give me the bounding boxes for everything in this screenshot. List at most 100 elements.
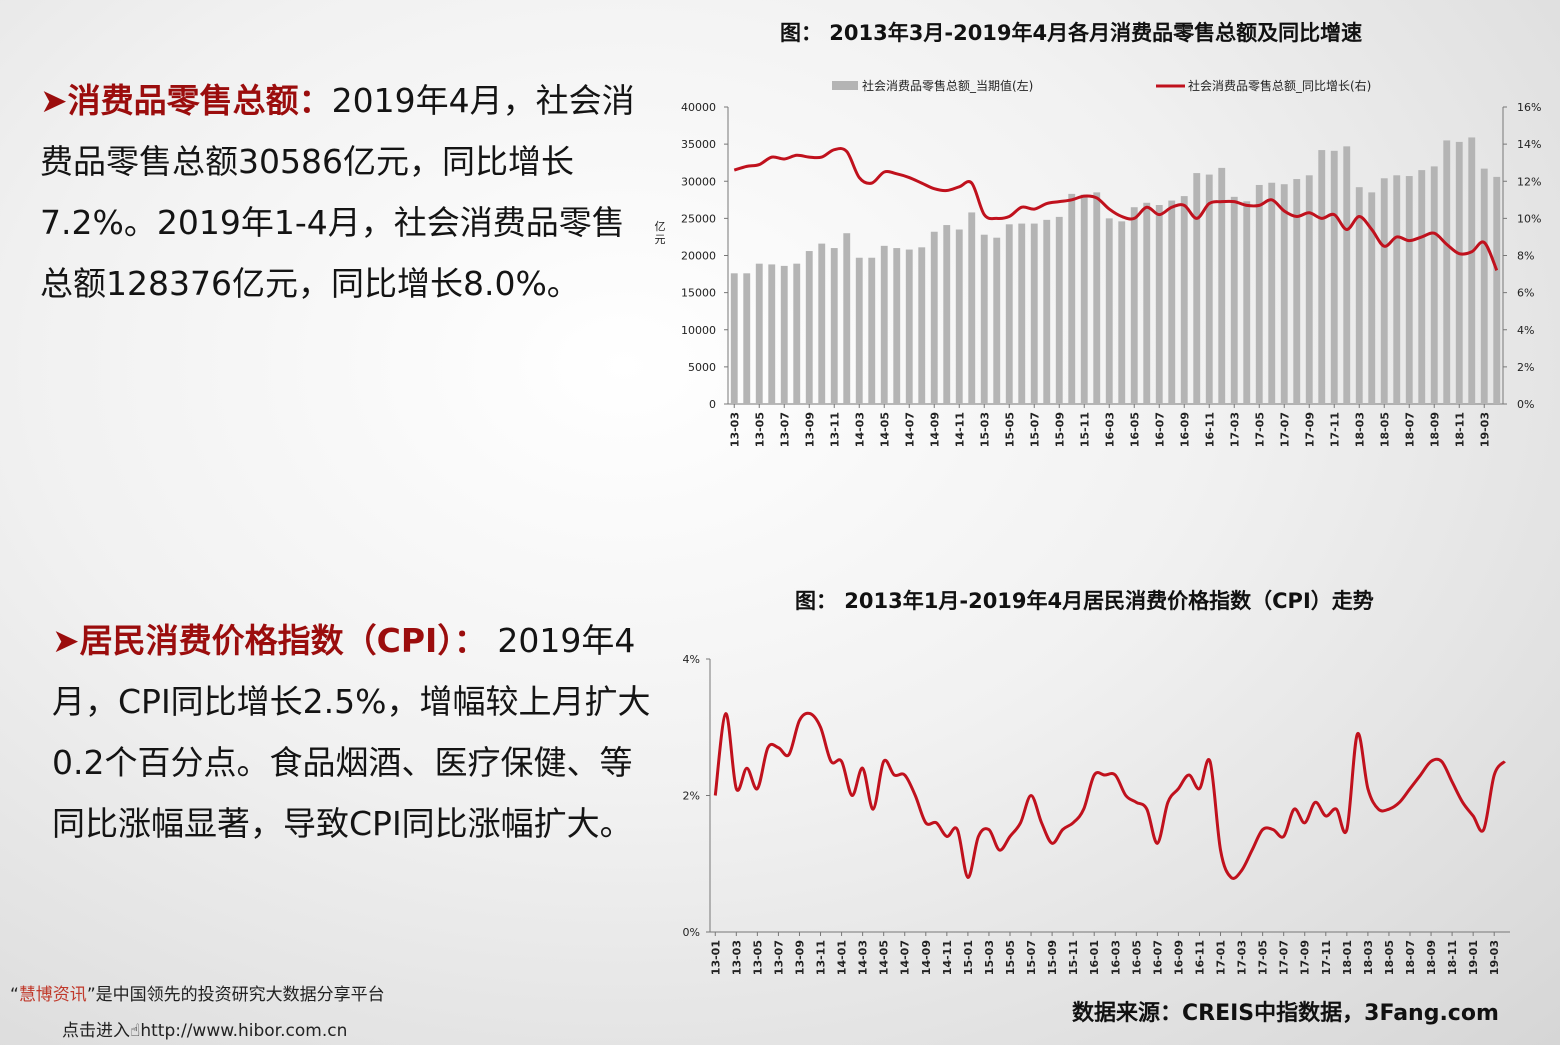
cpi-x-tick-label: 17-05 bbox=[1257, 940, 1270, 975]
cpi-x-tick-label: 13-11 bbox=[815, 940, 828, 975]
retail-bar bbox=[855, 257, 863, 404]
retail-bar bbox=[743, 273, 751, 404]
cpi-paragraph: ➤居民消费价格指数（CPI）： 2019年4月，CPI同比增长2.5%，增幅较上… bbox=[52, 610, 662, 854]
cpi-x-tick-label: 16-11 bbox=[1193, 940, 1206, 975]
x-tick-label: 14-05 bbox=[878, 412, 891, 447]
retail-bar bbox=[1405, 176, 1413, 404]
retail-bar bbox=[1418, 170, 1426, 404]
retail-bar bbox=[868, 257, 876, 404]
x-tick-label: 16-11 bbox=[1203, 412, 1216, 447]
y-right-tick-label: 4% bbox=[1517, 324, 1534, 337]
retail-bar bbox=[1155, 205, 1163, 404]
x-tick-label: 15-05 bbox=[1003, 412, 1016, 447]
retail-sales-text: 2019年4月，社会消费品零售总额30586亿元，同比增长7.2%。2019年1… bbox=[40, 81, 635, 303]
retail-bar bbox=[1205, 174, 1213, 404]
retail-bar bbox=[880, 245, 888, 404]
x-tick-label: 15-07 bbox=[1028, 412, 1041, 447]
cpi-x-tick-label: 15-03 bbox=[983, 940, 996, 975]
y-right-tick-label: 14% bbox=[1517, 138, 1541, 151]
retail-bar bbox=[1368, 192, 1376, 404]
retail-bar bbox=[1330, 150, 1338, 404]
x-tick-label: 13-07 bbox=[778, 412, 791, 447]
y-left-tick-label: 10000 bbox=[681, 324, 716, 337]
x-tick-label: 13-03 bbox=[728, 412, 741, 447]
y-left-tick-label: 0 bbox=[709, 398, 716, 411]
x-tick-label: 18-09 bbox=[1428, 412, 1441, 447]
x-tick-label: 17-07 bbox=[1278, 412, 1291, 447]
retail-bar bbox=[1168, 200, 1176, 404]
cpi-line bbox=[713, 711, 1506, 880]
retail-bar bbox=[1493, 176, 1501, 404]
cpi-x-tick-label: 16-03 bbox=[1109, 940, 1122, 975]
cpi-x-tick-label: 14-09 bbox=[920, 940, 933, 975]
retail-bar bbox=[1293, 179, 1301, 404]
retail-bar bbox=[730, 273, 738, 404]
cpi-x-tick-label: 16-01 bbox=[1088, 940, 1101, 975]
x-tick-label: 19-03 bbox=[1478, 412, 1491, 447]
retail-bar bbox=[1080, 194, 1088, 404]
x-tick-label: 18-03 bbox=[1353, 412, 1366, 447]
x-tick-label: 15-03 bbox=[978, 412, 991, 447]
y-left-tick-label: 40000 bbox=[681, 101, 716, 114]
retail-bar bbox=[1343, 146, 1351, 405]
retail-bar bbox=[1005, 224, 1013, 404]
cpi-x-tick-label: 18-07 bbox=[1404, 940, 1417, 975]
legend-bar-swatch bbox=[832, 81, 858, 90]
legend-bar-label: 社会消费品零售总额_当期值(左) bbox=[862, 78, 1033, 93]
x-tick-label: 16-03 bbox=[1103, 412, 1116, 447]
cpi-x-tick-label: 15-05 bbox=[1004, 940, 1017, 975]
cpi-x-tick-label: 13-07 bbox=[772, 940, 785, 975]
y-left-tick-label: 5000 bbox=[688, 361, 716, 374]
cpi-x-tick-label: 18-11 bbox=[1446, 940, 1459, 975]
cpi-x-tick-label: 18-09 bbox=[1425, 940, 1438, 975]
x-tick-label: 17-05 bbox=[1253, 412, 1266, 447]
retail-bar bbox=[980, 234, 988, 404]
cpi-x-tick-label: 15-11 bbox=[1067, 940, 1080, 975]
y-left-tick-label: 15000 bbox=[681, 287, 716, 300]
footer-link[interactable]: 点击进入☝http://www.hibor.com.cn bbox=[62, 1021, 348, 1041]
retail-bar bbox=[1218, 167, 1226, 404]
cpi-x-tick-label: 19-01 bbox=[1467, 940, 1480, 975]
x-tick-label: 16-09 bbox=[1178, 412, 1191, 447]
retail-chart-title: 图： 2013年3月-2019年4月各月消费品零售总额及同比增速 bbox=[780, 21, 1363, 45]
x-tick-label: 16-07 bbox=[1153, 412, 1166, 447]
cpi-x-tick-label: 13-09 bbox=[793, 940, 806, 975]
retail-bar bbox=[1305, 175, 1313, 404]
cpi-x-tick-label: 18-01 bbox=[1341, 940, 1354, 975]
retail-bar bbox=[1468, 137, 1476, 404]
x-tick-label: 13-09 bbox=[803, 412, 816, 447]
x-tick-label: 17-09 bbox=[1303, 412, 1316, 447]
bullet-arrow-icon: ➤ bbox=[52, 621, 80, 660]
x-tick-label: 16-05 bbox=[1128, 412, 1141, 447]
retail-bar bbox=[1243, 201, 1251, 404]
retail-bar bbox=[1393, 175, 1401, 404]
retail-bar bbox=[968, 212, 976, 404]
cpi-x-tick-label: 14-11 bbox=[941, 940, 954, 975]
cpi-x-tick-label: 17-11 bbox=[1320, 940, 1333, 975]
cpi-x-tick-label: 16-07 bbox=[1151, 940, 1164, 975]
brand-name[interactable]: 慧博资讯 bbox=[18, 985, 87, 1005]
x-tick-label: 13-11 bbox=[828, 412, 841, 447]
y-left-tick-label: 25000 bbox=[681, 212, 716, 225]
growth-line bbox=[733, 147, 1499, 271]
x-tick-label: 15-09 bbox=[1053, 412, 1066, 447]
retail-bar bbox=[1230, 196, 1238, 404]
retail-bar bbox=[780, 265, 788, 404]
retail-bar bbox=[830, 248, 838, 404]
y-left-tick-label: 20000 bbox=[681, 250, 716, 263]
cpi-y-tick-label: 4% bbox=[683, 653, 700, 666]
y-axis-label: 亿元 bbox=[655, 220, 666, 246]
cpi-x-tick-label: 17-07 bbox=[1278, 940, 1291, 975]
cpi-x-tick-label: 15-09 bbox=[1046, 940, 1059, 975]
cpi-x-tick-label: 13-05 bbox=[751, 940, 764, 975]
y-right-tick-label: 12% bbox=[1517, 175, 1541, 188]
cpi-x-tick-label: 14-01 bbox=[836, 940, 849, 975]
cpi-x-tick-label: 13-01 bbox=[709, 940, 722, 975]
retail-bar bbox=[1055, 216, 1063, 404]
retail-bar bbox=[893, 248, 901, 404]
retail-bar bbox=[943, 225, 951, 404]
cpi-x-tick-label: 13-03 bbox=[730, 940, 743, 975]
x-tick-label: 15-11 bbox=[1078, 412, 1091, 447]
retail-bar bbox=[1030, 223, 1038, 404]
